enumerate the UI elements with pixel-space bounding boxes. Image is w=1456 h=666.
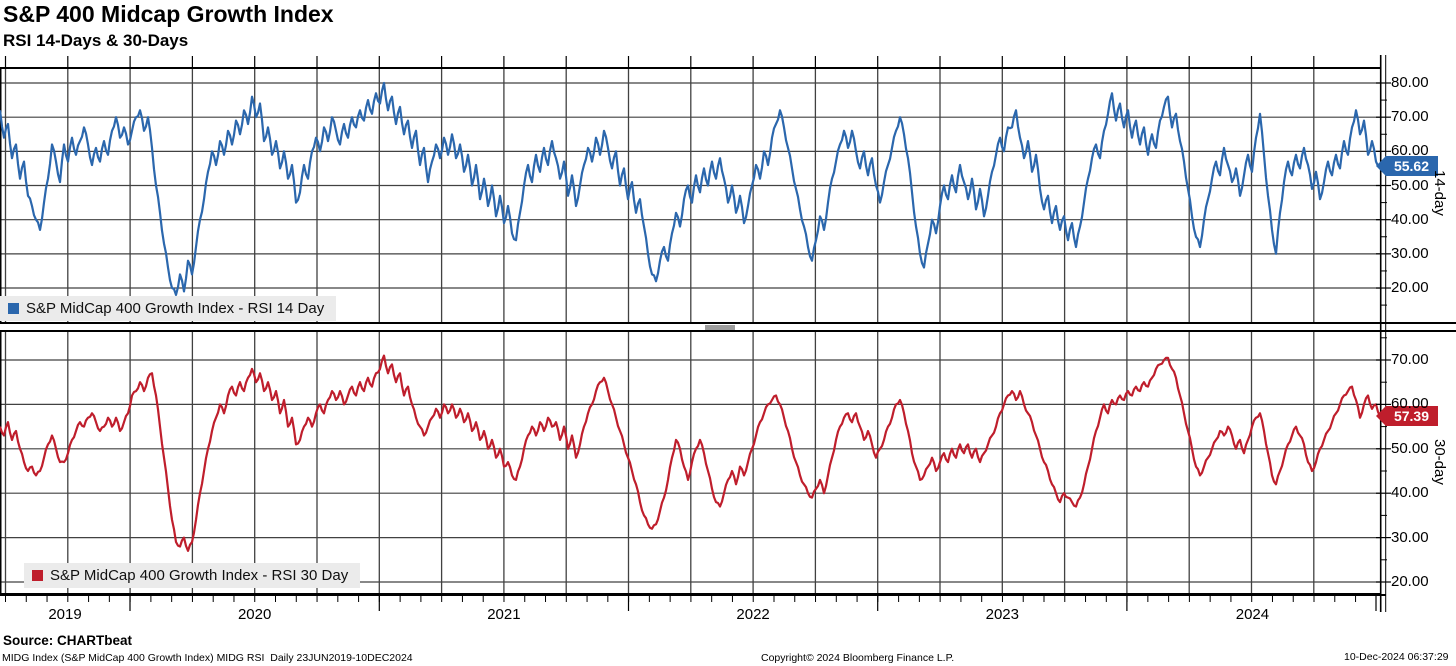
panel-splitter-handle[interactable] (705, 324, 735, 330)
legend-marker-rsi-30-icon (32, 570, 43, 581)
page-subtitle: RSI 14-Days & 30-Days (3, 31, 189, 50)
rsi-14-day-plot-area[interactable] (0, 67, 1380, 322)
last-value-rsi-14: 55.62 (1393, 158, 1430, 174)
y-axis-tick-label: 40.00 (1391, 210, 1429, 228)
y-axis-tick-label: 70.00 (1391, 108, 1429, 126)
y-axis-tick-label: 50.00 (1391, 439, 1429, 457)
last-value-tag-rsi-30: 57.39 (1376, 406, 1438, 426)
x-axis-year-label: 2024 (1235, 606, 1270, 623)
page-title: S&P 400 Midcap Growth Index (3, 1, 334, 27)
legend-rsi-30: S&P MidCap 400 Growth Index - RSI 30 Day (24, 563, 361, 588)
y-axis-tick-label: 20.00 (1391, 279, 1429, 297)
ticker-description: MIDG Index (S&P MidCap 400 Growth Index)… (2, 652, 413, 664)
series-line-rsi-14 (0, 81, 1380, 296)
timestamp: 10-Dec-2024 06:37:29 (1344, 651, 1449, 663)
legend-marker-rsi-14-icon (8, 303, 19, 314)
legend-rsi-14: S&P MidCap 400 Growth Index - RSI 14 Day (0, 296, 337, 321)
last-value-rsi-30: 57.39 (1393, 408, 1430, 424)
y-axis-tick-label: 50.00 (1391, 176, 1429, 194)
series-line-rsi-30 (0, 354, 1380, 552)
y-axis-tick-label: 30.00 (1391, 528, 1429, 546)
y-axis-tick-label: 70.00 (1391, 351, 1429, 368)
y-axis-tick-label: 80.00 (1391, 74, 1429, 91)
x-axis-year-label: 2019 (48, 606, 82, 623)
x-axis-year-label: 2022 (736, 606, 770, 623)
y-axis-tick-label: 60.00 (1391, 395, 1429, 413)
x-axis-year-label: 2023 (985, 606, 1019, 623)
x-axis-year-label: 2020 (237, 606, 272, 623)
y-axis-tick-label: 60.00 (1391, 142, 1429, 160)
last-value-tag-rsi-14: 55.62 (1376, 156, 1438, 176)
legend-label-rsi-14: S&P MidCap 400 Growth Index - RSI 14 Day (26, 300, 325, 317)
x-axis-year-label: 2021 (487, 606, 521, 623)
y-axis-tick-label: 30.00 (1391, 244, 1429, 262)
legend-label-rsi-30: S&P MidCap 400 Growth Index - RSI 30 Day (50, 567, 349, 584)
source-line: Source: CHARTbeat (3, 633, 133, 648)
rsi-30-day-plot-area[interactable] (0, 332, 1380, 595)
y-axis-tick-label: 40.00 (1391, 484, 1429, 502)
copyright-notice: Copyright© 2024 Bloomberg Finance L.P. (761, 652, 955, 664)
y-axis-tick-label: 20.00 (1391, 573, 1429, 590)
